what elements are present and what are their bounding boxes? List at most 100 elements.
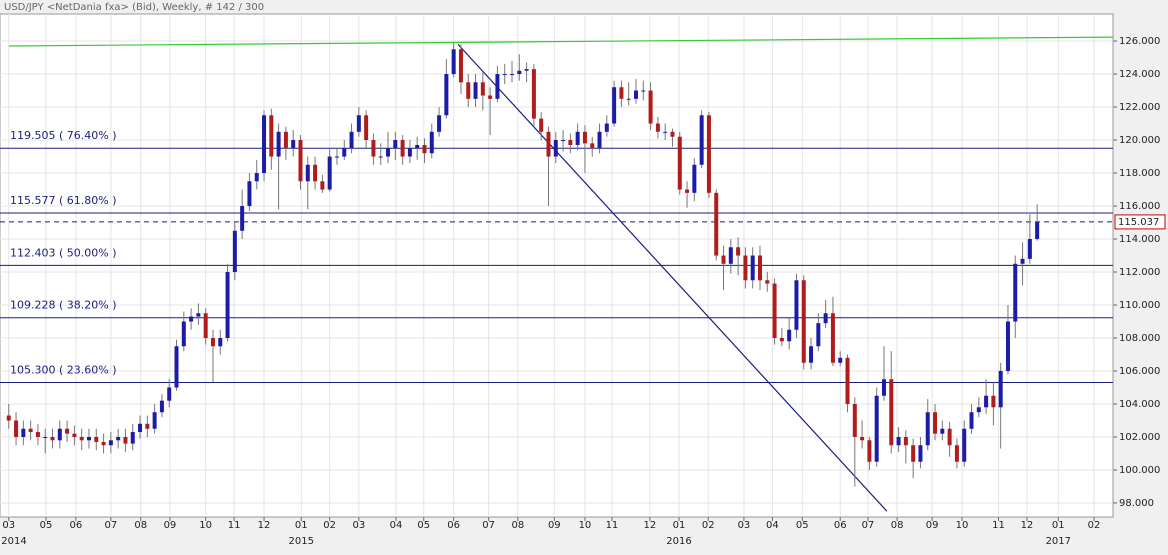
x-tick-label: 05: [796, 520, 809, 531]
candle-body: [371, 140, 376, 157]
level-label: 115.577 ( 61.80% ): [10, 194, 117, 207]
candle-body: [954, 445, 959, 462]
candle-body: [28, 428, 33, 433]
x-tick-label: 01: [295, 520, 308, 531]
candle-body: [1035, 221, 1040, 240]
year-label: 2014: [1, 536, 26, 547]
candle-body: [189, 316, 194, 322]
trendline: [457, 43, 888, 512]
candle-body: [903, 436, 908, 446]
candle-body: [327, 156, 332, 190]
candle-body: [334, 156, 339, 158]
x-tick-label: 10: [199, 520, 212, 531]
candle-body: [174, 346, 179, 388]
x-tick-label: 12: [1021, 520, 1034, 531]
candle-body: [984, 395, 989, 408]
candle-body: [648, 90, 653, 124]
candle-body: [276, 131, 281, 157]
x-tick-label: 06: [69, 520, 82, 531]
candle-body: [743, 255, 748, 281]
x-tick-label: 05: [40, 520, 53, 531]
candle-body: [612, 87, 617, 124]
candle-body: [422, 144, 427, 154]
x-tick-label: 02: [323, 520, 336, 531]
candle-body: [925, 412, 930, 446]
candle-body: [262, 115, 267, 174]
level-label: 112.403 ( 50.00% ): [10, 246, 117, 259]
y-tick-label: 102.000: [1119, 432, 1160, 443]
x-tick-label: 07: [482, 520, 495, 531]
candle-body: [35, 432, 40, 437]
candle-body: [962, 428, 967, 462]
candle-body: [918, 445, 923, 462]
candle-body: [167, 387, 172, 401]
y-tick-label: 100.000: [1119, 465, 1160, 476]
candle-body: [196, 313, 201, 317]
candle-body: [305, 164, 310, 182]
candle-body: [889, 379, 894, 446]
x-tick-label: 11: [228, 520, 241, 531]
candle-body: [393, 140, 398, 149]
candle-body: [43, 436, 48, 438]
candle-body: [809, 346, 814, 363]
candle-body: [6, 415, 11, 421]
y-tick-label: 110.000: [1119, 300, 1160, 311]
candle-body: [816, 323, 821, 347]
candle-body: [138, 423, 143, 433]
candle-body: [801, 280, 806, 363]
candle-body: [736, 247, 741, 256]
candle-body: [663, 131, 668, 133]
candle-body: [692, 164, 697, 193]
candle-body: [852, 403, 857, 437]
x-tick-label: 08: [891, 520, 904, 531]
candle-body: [881, 379, 886, 396]
y-tick-label: 124.000: [1119, 69, 1160, 80]
candle-body: [568, 140, 573, 145]
candle-body: [291, 140, 296, 149]
candle-body: [429, 131, 434, 154]
x-tick-label: 01: [673, 520, 686, 531]
y-tick-label: 106.000: [1119, 366, 1160, 377]
candle-body: [116, 436, 121, 441]
candle-body: [765, 280, 770, 284]
x-tick-label: 04: [766, 520, 779, 531]
candle-body: [1005, 321, 1010, 371]
candle-body: [123, 436, 128, 444]
x-tick-label: 09: [548, 520, 561, 531]
candle-body: [349, 131, 354, 149]
candle-body: [269, 115, 274, 157]
candle-body: [495, 74, 500, 99]
x-tick-label: 06: [447, 520, 460, 531]
candle-body: [911, 445, 916, 462]
candle-body: [254, 173, 259, 182]
candle-body: [1013, 263, 1018, 322]
candle-body: [86, 436, 91, 441]
candle-body: [458, 49, 463, 83]
candle-body: [772, 283, 777, 339]
candle-body: [757, 255, 762, 281]
candle-body: [72, 433, 77, 437]
candle-body: [524, 69, 529, 71]
candle-body: [597, 131, 602, 149]
x-tick-label: 12: [258, 520, 271, 531]
candle-body: [225, 272, 230, 339]
candle-body: [874, 395, 879, 462]
candle-body: [582, 131, 587, 144]
candle-body: [619, 87, 624, 99]
y-tick-label: 104.000: [1119, 399, 1160, 410]
candle-body: [57, 428, 62, 441]
candle-body: [969, 412, 974, 429]
candle-body: [699, 115, 704, 165]
x-tick-label: 05: [417, 520, 430, 531]
y-tick-label: 122.000: [1119, 102, 1160, 113]
x-tick-label: 02: [702, 520, 715, 531]
candle-body: [553, 140, 558, 157]
candle-body: [145, 423, 150, 429]
candle-body: [714, 192, 719, 256]
candle-body: [634, 90, 638, 99]
candle-body: [546, 131, 551, 157]
candle-body: [787, 329, 792, 342]
candle-body: [444, 74, 449, 116]
candle-body: [933, 412, 938, 434]
